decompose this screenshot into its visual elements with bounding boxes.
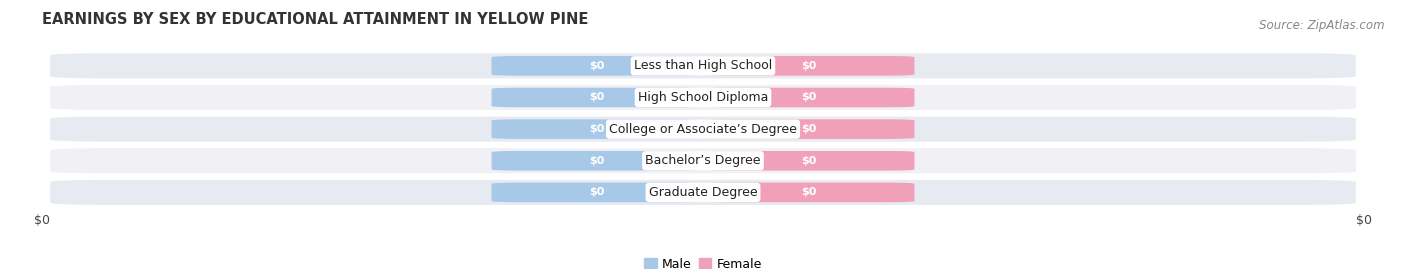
FancyBboxPatch shape xyxy=(703,151,914,171)
Text: $0: $0 xyxy=(801,93,817,102)
Text: Bachelor’s Degree: Bachelor’s Degree xyxy=(645,154,761,167)
Text: $0: $0 xyxy=(589,61,605,71)
Text: $0: $0 xyxy=(589,93,605,102)
FancyBboxPatch shape xyxy=(703,119,914,139)
Text: Source: ZipAtlas.com: Source: ZipAtlas.com xyxy=(1260,19,1385,32)
FancyBboxPatch shape xyxy=(492,56,703,76)
Text: $0: $0 xyxy=(801,124,817,134)
Text: High School Diploma: High School Diploma xyxy=(638,91,768,104)
FancyBboxPatch shape xyxy=(492,88,703,107)
FancyBboxPatch shape xyxy=(703,183,914,202)
FancyBboxPatch shape xyxy=(703,88,914,107)
FancyBboxPatch shape xyxy=(49,84,1357,111)
FancyBboxPatch shape xyxy=(49,147,1357,175)
Text: EARNINGS BY SEX BY EDUCATIONAL ATTAINMENT IN YELLOW PINE: EARNINGS BY SEX BY EDUCATIONAL ATTAINMEN… xyxy=(42,12,589,27)
Text: $0: $0 xyxy=(801,156,817,166)
Text: $0: $0 xyxy=(801,187,817,197)
Text: College or Associate’s Degree: College or Associate’s Degree xyxy=(609,123,797,136)
FancyBboxPatch shape xyxy=(49,115,1357,143)
FancyBboxPatch shape xyxy=(703,56,914,76)
Text: Graduate Degree: Graduate Degree xyxy=(648,186,758,199)
FancyBboxPatch shape xyxy=(492,151,703,171)
FancyBboxPatch shape xyxy=(492,119,703,139)
FancyBboxPatch shape xyxy=(49,52,1357,80)
FancyBboxPatch shape xyxy=(49,179,1357,206)
Text: Less than High School: Less than High School xyxy=(634,59,772,72)
Text: $0: $0 xyxy=(589,124,605,134)
Text: $0: $0 xyxy=(801,61,817,71)
Text: $0: $0 xyxy=(589,156,605,166)
Legend: Male, Female: Male, Female xyxy=(640,253,766,269)
Text: $0: $0 xyxy=(589,187,605,197)
FancyBboxPatch shape xyxy=(492,183,703,202)
